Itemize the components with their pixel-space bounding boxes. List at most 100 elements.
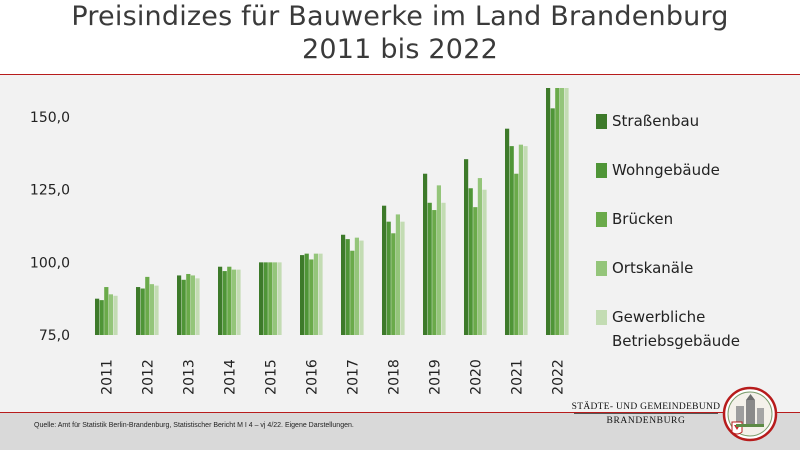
bar [468,188,473,335]
org-name-line2: BRANDENBURG [606,416,686,426]
chart-panel: 75,0 100,0 125,0 150,0 2011 2012 2013 2014 2015 2… [0,75,800,412]
bar [263,262,268,335]
bar [313,253,318,335]
bar [318,253,323,335]
y-tick-label: 100,0 [30,255,70,271]
bar-chart: 75,0 100,0 125,0 150,0 2011 2012 2013 2014 2015 2… [30,88,740,395]
org-name: STÄDTE- UND GEMEINDEBUND BRANDENBURG [566,402,726,426]
bar [559,88,564,335]
legend-label: Betriebsgebäude [612,332,740,350]
org-name-line1: STÄDTE- UND GEMEINDEBUND [571,402,721,412]
bar [546,88,551,335]
bar [222,271,227,335]
x-tick-label: 2022 [551,359,567,395]
legend-label: Gewerbliche [612,308,705,326]
x-tick-label: 2019 [428,359,444,395]
bar [359,240,364,335]
legend-swatch [596,261,607,276]
bar [309,259,314,335]
bar [104,287,109,335]
bar [341,234,346,335]
bar [505,128,510,335]
bar [177,275,182,335]
bar [395,214,400,335]
legend-label: Wohngebäude [612,161,720,179]
bar [564,88,569,335]
bar [477,178,482,335]
bar [195,278,200,335]
bar [99,300,104,335]
bar [95,298,100,335]
legend-swatch [596,212,607,227]
x-tick-label: 2013 [182,359,198,395]
bar [277,262,282,335]
x-tick-label: 2011 [100,359,116,395]
bar [482,189,487,335]
y-tick-label: 75,0 [39,328,70,344]
bar [514,173,519,335]
legend-swatch [596,310,607,325]
bar [186,273,191,335]
title-area: Preisindizes für Bauwerke im Land Brande… [0,0,800,74]
bar [149,284,154,335]
chart-title-line2: 2011 bis 2022 [302,34,498,65]
bar [181,279,186,335]
bar [136,287,141,335]
source-note: Quelle: Amt für Statistik Berlin-Branden… [34,422,354,429]
bar [345,239,350,335]
bar [236,269,241,335]
bar [304,253,309,335]
footer: Quelle: Amt für Statistik Berlin-Branden… [0,413,800,450]
x-tick-label: 2021 [510,359,526,395]
x-tick-label: 2015 [264,359,280,395]
bar [108,294,113,335]
bar [145,276,150,335]
x-tick-label: 2018 [387,359,403,395]
y-tick-label: 150,0 [30,110,70,126]
crest-logo-icon [722,386,778,442]
bar [259,262,264,335]
bar [268,262,273,335]
bar [154,285,159,335]
bar [441,202,446,335]
x-tick-label: 2020 [469,359,485,395]
bar [391,233,396,335]
bar [300,255,305,335]
bar [464,159,469,335]
legend-swatch [596,163,607,178]
bar [140,288,145,335]
bar [523,146,528,335]
y-tick-label: 125,0 [30,183,70,199]
x-tick-label: 2016 [305,359,321,395]
bar [113,295,118,335]
legend-label: Straßenbau [612,112,699,130]
bar [382,205,387,335]
title-divider [0,74,800,75]
bar [550,108,555,335]
x-tick-label: 2014 [223,359,239,395]
bar [423,173,428,335]
bar [473,207,478,335]
bar [400,221,405,335]
bar [509,146,514,335]
org-name-rule [574,413,718,414]
bar [272,262,277,335]
x-tick-label: 2012 [141,359,157,395]
chart-title-line1: Preisindizes für Bauwerke im Land Brande… [71,1,729,32]
footer-divider [0,412,800,413]
bar [190,275,195,335]
bar [227,266,232,335]
bar [354,237,359,335]
bar [555,88,560,335]
bar [427,202,432,335]
bar [386,221,391,335]
legend-label: Ortskanäle [612,259,693,277]
bar [436,185,441,335]
bar [350,250,355,335]
x-tick-label: 2017 [346,359,362,395]
bar [231,269,236,335]
bar [218,266,223,335]
bar [432,210,437,335]
bar [518,144,523,335]
legend-swatch [596,114,607,129]
